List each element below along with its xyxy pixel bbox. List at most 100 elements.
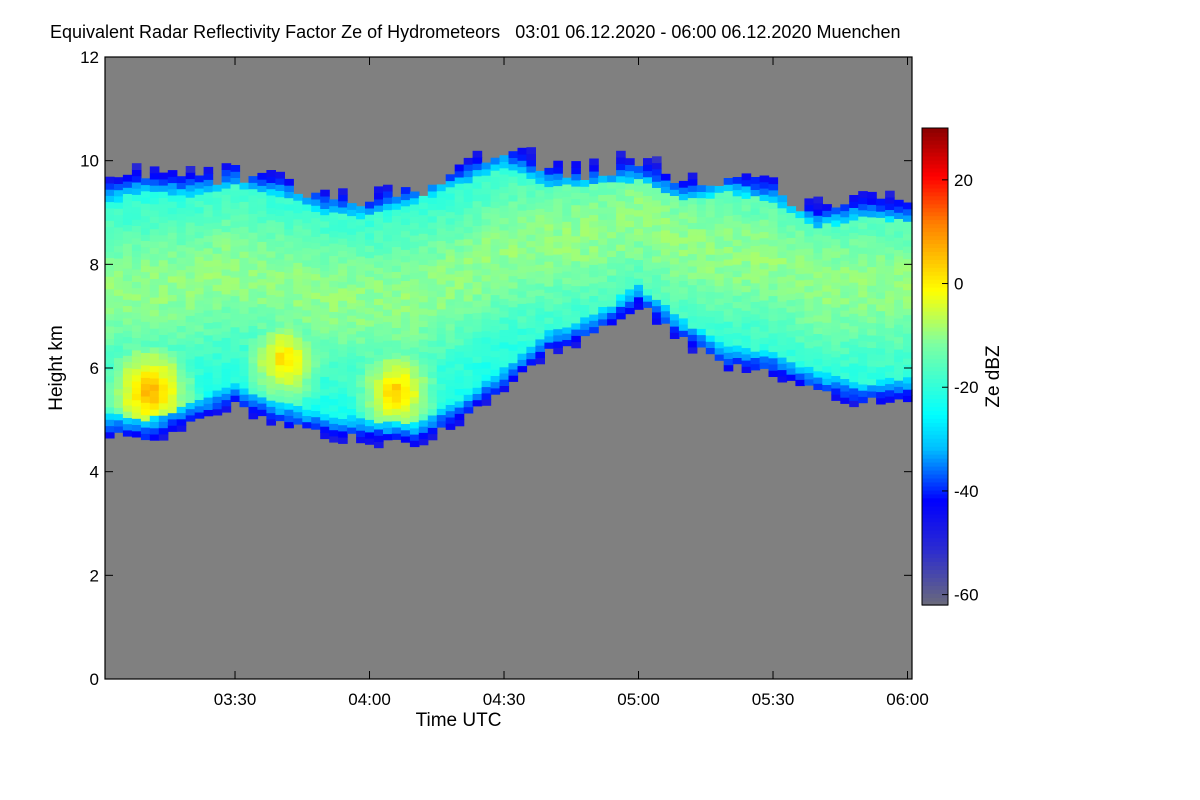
- reflectivity-cell: [257, 216, 267, 224]
- reflectivity-cell: [741, 297, 752, 305]
- reflectivity-cell: [607, 244, 617, 251]
- reflectivity-cell: [365, 400, 375, 408]
- reflectivity-cell: [741, 360, 752, 367]
- reflectivity-cell: [275, 364, 285, 372]
- reflectivity-cell: [562, 271, 572, 278]
- reflectivity-cell: [131, 275, 142, 282]
- reflectivity-cell: [490, 350, 501, 358]
- reflectivity-cell: [445, 317, 456, 325]
- reflectivity-cell: [840, 390, 850, 398]
- colorbar-segment: [922, 426, 948, 431]
- reflectivity-cell: [526, 315, 536, 322]
- colorbar-segment: [922, 450, 948, 455]
- reflectivity-cell: [508, 331, 519, 339]
- reflectivity-cell: [508, 176, 519, 183]
- reflectivity-cell: [867, 279, 877, 286]
- reflectivity-cell: [149, 290, 160, 298]
- reflectivity-cell: [867, 241, 877, 249]
- reflectivity-cell: [831, 375, 841, 383]
- reflectivity-cell: [867, 216, 877, 224]
- reflectivity-cell: [472, 194, 483, 202]
- reflectivity-cell: [535, 338, 545, 346]
- reflectivity-cell: [329, 361, 339, 368]
- colorbar-segment: [922, 457, 948, 463]
- reflectivity-cell: [894, 249, 904, 257]
- reflectivity-cell: [840, 260, 850, 268]
- reflectivity-cell: [804, 360, 814, 367]
- reflectivity-cell: [338, 362, 348, 370]
- reflectivity-cell: [221, 393, 232, 401]
- reflectivity-cell: [472, 362, 483, 370]
- reflectivity-cell: [445, 298, 456, 306]
- reflectivity-cell: [571, 329, 581, 336]
- reflectivity-cell: [374, 391, 384, 399]
- reflectivity-cell: [544, 211, 554, 219]
- reflectivity-cell: [678, 187, 689, 194]
- reflectivity-cell: [858, 191, 868, 198]
- reflectivity-cell: [140, 389, 151, 397]
- reflectivity-cell: [454, 264, 465, 271]
- reflectivity-cell: [391, 215, 402, 223]
- reflectivity-cell: [185, 166, 196, 173]
- reflectivity-cell: [589, 258, 599, 265]
- reflectivity-cell: [400, 286, 411, 294]
- reflectivity-cell: [194, 318, 205, 326]
- reflectivity-cell: [436, 209, 447, 217]
- reflectivity-cell: [158, 433, 169, 441]
- reflectivity-cell: [885, 352, 895, 360]
- reflectivity-cell: [490, 238, 501, 246]
- reflectivity-cell: [831, 269, 841, 277]
- reflectivity-cell: [858, 309, 868, 317]
- reflectivity-cell: [105, 350, 115, 358]
- reflectivity-cell: [230, 258, 241, 266]
- reflectivity-cell: [499, 198, 510, 206]
- reflectivity-cell: [741, 347, 752, 355]
- reflectivity-cell: [338, 318, 348, 326]
- reflectivity-cell: [436, 240, 447, 248]
- reflectivity-cell: [302, 378, 312, 385]
- reflectivity-cell: [212, 215, 223, 223]
- reflectivity-cell: [374, 285, 384, 293]
- reflectivity-cell: [365, 214, 375, 221]
- reflectivity-cell: [149, 203, 160, 211]
- reflectivity-cell: [777, 363, 788, 371]
- reflectivity-cell: [678, 305, 689, 313]
- reflectivity-cell: [831, 300, 841, 308]
- reflectivity-cell: [517, 290, 528, 298]
- reflectivity-cell: [508, 256, 519, 264]
- reflectivity-cell: [436, 339, 447, 347]
- reflectivity-cell: [212, 265, 223, 273]
- reflectivity-cell: [131, 331, 142, 338]
- reflectivity-cell: [472, 188, 483, 195]
- reflectivity-cell: [553, 222, 563, 230]
- reflectivity-cell: [616, 181, 626, 189]
- colorbar-segment: [922, 251, 948, 256]
- reflectivity-cell: [544, 167, 554, 175]
- reflectivity-cell: [696, 309, 707, 317]
- reflectivity-cell: [894, 386, 904, 394]
- reflectivity-cell: [840, 223, 850, 230]
- reflectivity-cell: [356, 243, 366, 251]
- reflectivity-cell: [356, 380, 366, 388]
- reflectivity-cell: [517, 353, 528, 360]
- reflectivity-cell: [732, 195, 743, 203]
- reflectivity-cell: [167, 282, 178, 289]
- reflectivity-cell: [176, 356, 187, 364]
- reflectivity-cell: [544, 304, 554, 312]
- reflectivity-cell: [391, 271, 402, 279]
- reflectivity-cell: [660, 223, 671, 231]
- reflectivity-cell: [409, 191, 420, 199]
- reflectivity-cell: [840, 285, 850, 292]
- reflectivity-cell: [696, 203, 707, 211]
- reflectivity-cell: [669, 195, 680, 203]
- reflectivity-cell: [167, 263, 178, 271]
- reflectivity-cell: [374, 379, 384, 386]
- reflectivity-cell: [248, 387, 259, 395]
- reflectivity-cell: [275, 389, 285, 397]
- reflectivity-cell: [903, 395, 913, 403]
- reflectivity-cell: [212, 284, 223, 292]
- reflectivity-cell: [553, 216, 563, 224]
- reflectivity-cell: [463, 338, 474, 345]
- reflectivity-cell: [248, 201, 259, 208]
- reflectivity-cell: [562, 339, 572, 347]
